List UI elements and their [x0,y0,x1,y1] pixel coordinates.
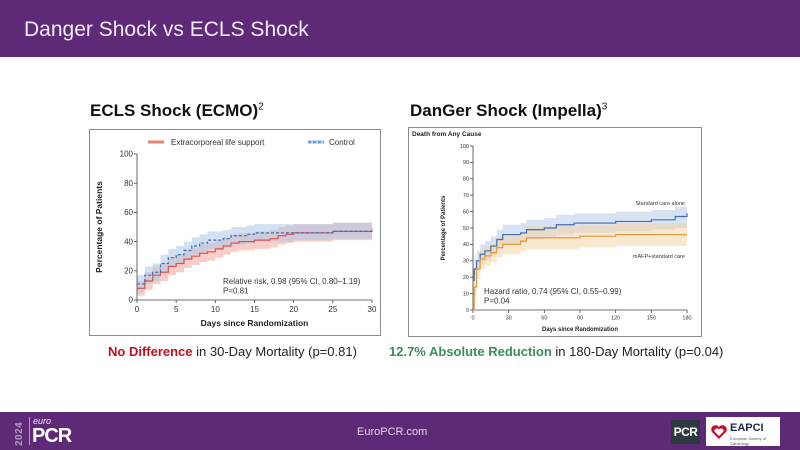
x-tick-label: 25 [328,305,337,314]
y-tick-label: 100 [120,150,134,159]
y-axis-label: Percentage of Patients [94,181,104,273]
series-line-control [137,228,373,285]
x-axis-label: Days since Randomization [201,318,309,328]
right-caption-highlight: 12.7% Absolute Reduction [389,344,552,359]
eapci-text: EAPCI [730,422,764,434]
right-caption: 12.7% Absolute Reduction in 180-Day Mort… [389,344,723,359]
ecls-shock-chart-frame: 0 20 40 60 80 100 0 5 10 15 20 25 30 Days since Rando… [89,129,381,336]
europcr-logo: PCR [32,425,72,447]
annotation-text: P=0.81 [223,287,249,296]
x-tick-label: 180 [682,316,691,322]
logo-separator [29,417,30,445]
left-panel-title-text: ECLS Shock (ECMO) [90,101,259,120]
annotation-text: Relative risk, 0.98 (95% CI, 0.80–1.19) [223,277,361,286]
left-caption-highlight: No Difference [108,344,193,359]
chart-title: Death from Any Cause [412,131,482,138]
ecls-shock-chart: 0 20 40 60 80 100 0 5 10 15 20 25 30 Days since Rando… [94,138,377,328]
slide-footer: 2024 euro PCR EuroPCR.com [0,412,800,450]
y-tick-label: 10 [463,291,469,297]
danger-shock-chart-frame: Death from Any Cause 0 10 20 30 40 50 60 70 80 90 1… [408,127,702,337]
y-tick-label: 80 [463,177,469,183]
annotation-text: P=0.04 [484,297,510,306]
logo-euro-text: euro [33,416,52,426]
x-tick-label: 5 [174,305,179,314]
x-axis-label: Days since Randomization [542,327,618,333]
slide-title: Danger Shock vs ECLS Shock [24,18,309,41]
legend-label-ecls: Extracorporeal life support [171,138,265,147]
danger-shock-chart: Death from Any Cause 0 10 20 30 40 50 60 70 80 90 1… [412,131,692,333]
y-tick-label: 0 [466,308,469,314]
y-tick-label: 90 [463,160,469,166]
y-tick-label: 40 [463,242,469,248]
right-panel-reference: 3 [601,101,608,113]
left-panel-reference: 2 [258,101,264,113]
x-tick-label: 10 [211,305,220,314]
series-line-extracorporeal-life-support [137,229,373,289]
y-tick-label: 0 [129,296,134,305]
legend-label-control: Control [329,138,355,147]
left-caption-text: in 30-Day Mortality (p=0.81) [192,344,357,359]
y-tick-label: 50 [463,226,469,232]
left-caption: No Difference in 30-Day Mortality (p=0.8… [108,344,357,359]
y-tick-label: 60 [124,208,133,217]
footer-url[interactable]: EuroPCR.com [357,426,428,438]
pcr-badge-logo: PCR [671,420,700,444]
logo-year-text: 2024 [14,421,25,446]
logo-year: 2024 [14,416,26,446]
ci-band-1 [473,223,687,310]
series-line-mafp-standard-care [473,233,687,311]
series-label-standard-care: Standard care alone [635,201,685,207]
annotation-text: Hazard ratio, 0.74 (95% CI, 0.55–0.99) [484,287,622,296]
y-tick-label: 30 [463,259,469,265]
y-tick-label: 80 [124,179,133,188]
x-tick-label: 150 [647,316,656,322]
y-tick-label: 20 [463,275,469,281]
ci-band-1 [137,219,372,293]
y-tick-label: 100 [460,144,469,150]
y-tick-label: 40 [124,237,133,246]
x-tick-label: 0 [135,305,140,314]
y-tick-label: 70 [463,193,469,199]
x-tick-label: 30 [506,316,512,322]
eapci-subtext: European Society of Cardiology [730,436,767,446]
right-caption-text: in 180-Day Mortality (p=0.04) [551,344,724,359]
y-tick-label: 20 [124,266,133,275]
left-panel-title: ECLS Shock (ECMO)2 [90,101,264,121]
y-tick-label: 60 [463,209,469,215]
series-label-mafp: mAFP+standard care [633,254,685,260]
x-tick-label: 15 [250,305,259,314]
x-tick-label: 30 [368,305,377,314]
x-tick-label: 90 [577,316,583,322]
x-tick-label: 60 [541,316,547,322]
slide-header: Danger Shock vs ECLS Shock [0,0,800,57]
right-panel-title-text: DanGer Shock (Impella) [410,101,602,120]
series-line-standard-care-alone [473,213,688,282]
y-axis-label: Percentage of Patients [441,195,447,260]
heart-icon [711,425,727,439]
right-panel-title: DanGer Shock (Impella)3 [410,101,607,121]
x-tick-label: 0 [471,316,474,322]
x-tick-label: 20 [289,305,298,314]
x-tick-label: 120 [611,316,620,322]
eapci-badge-logo: EAPCI European Society of Cardiology [706,417,780,446]
